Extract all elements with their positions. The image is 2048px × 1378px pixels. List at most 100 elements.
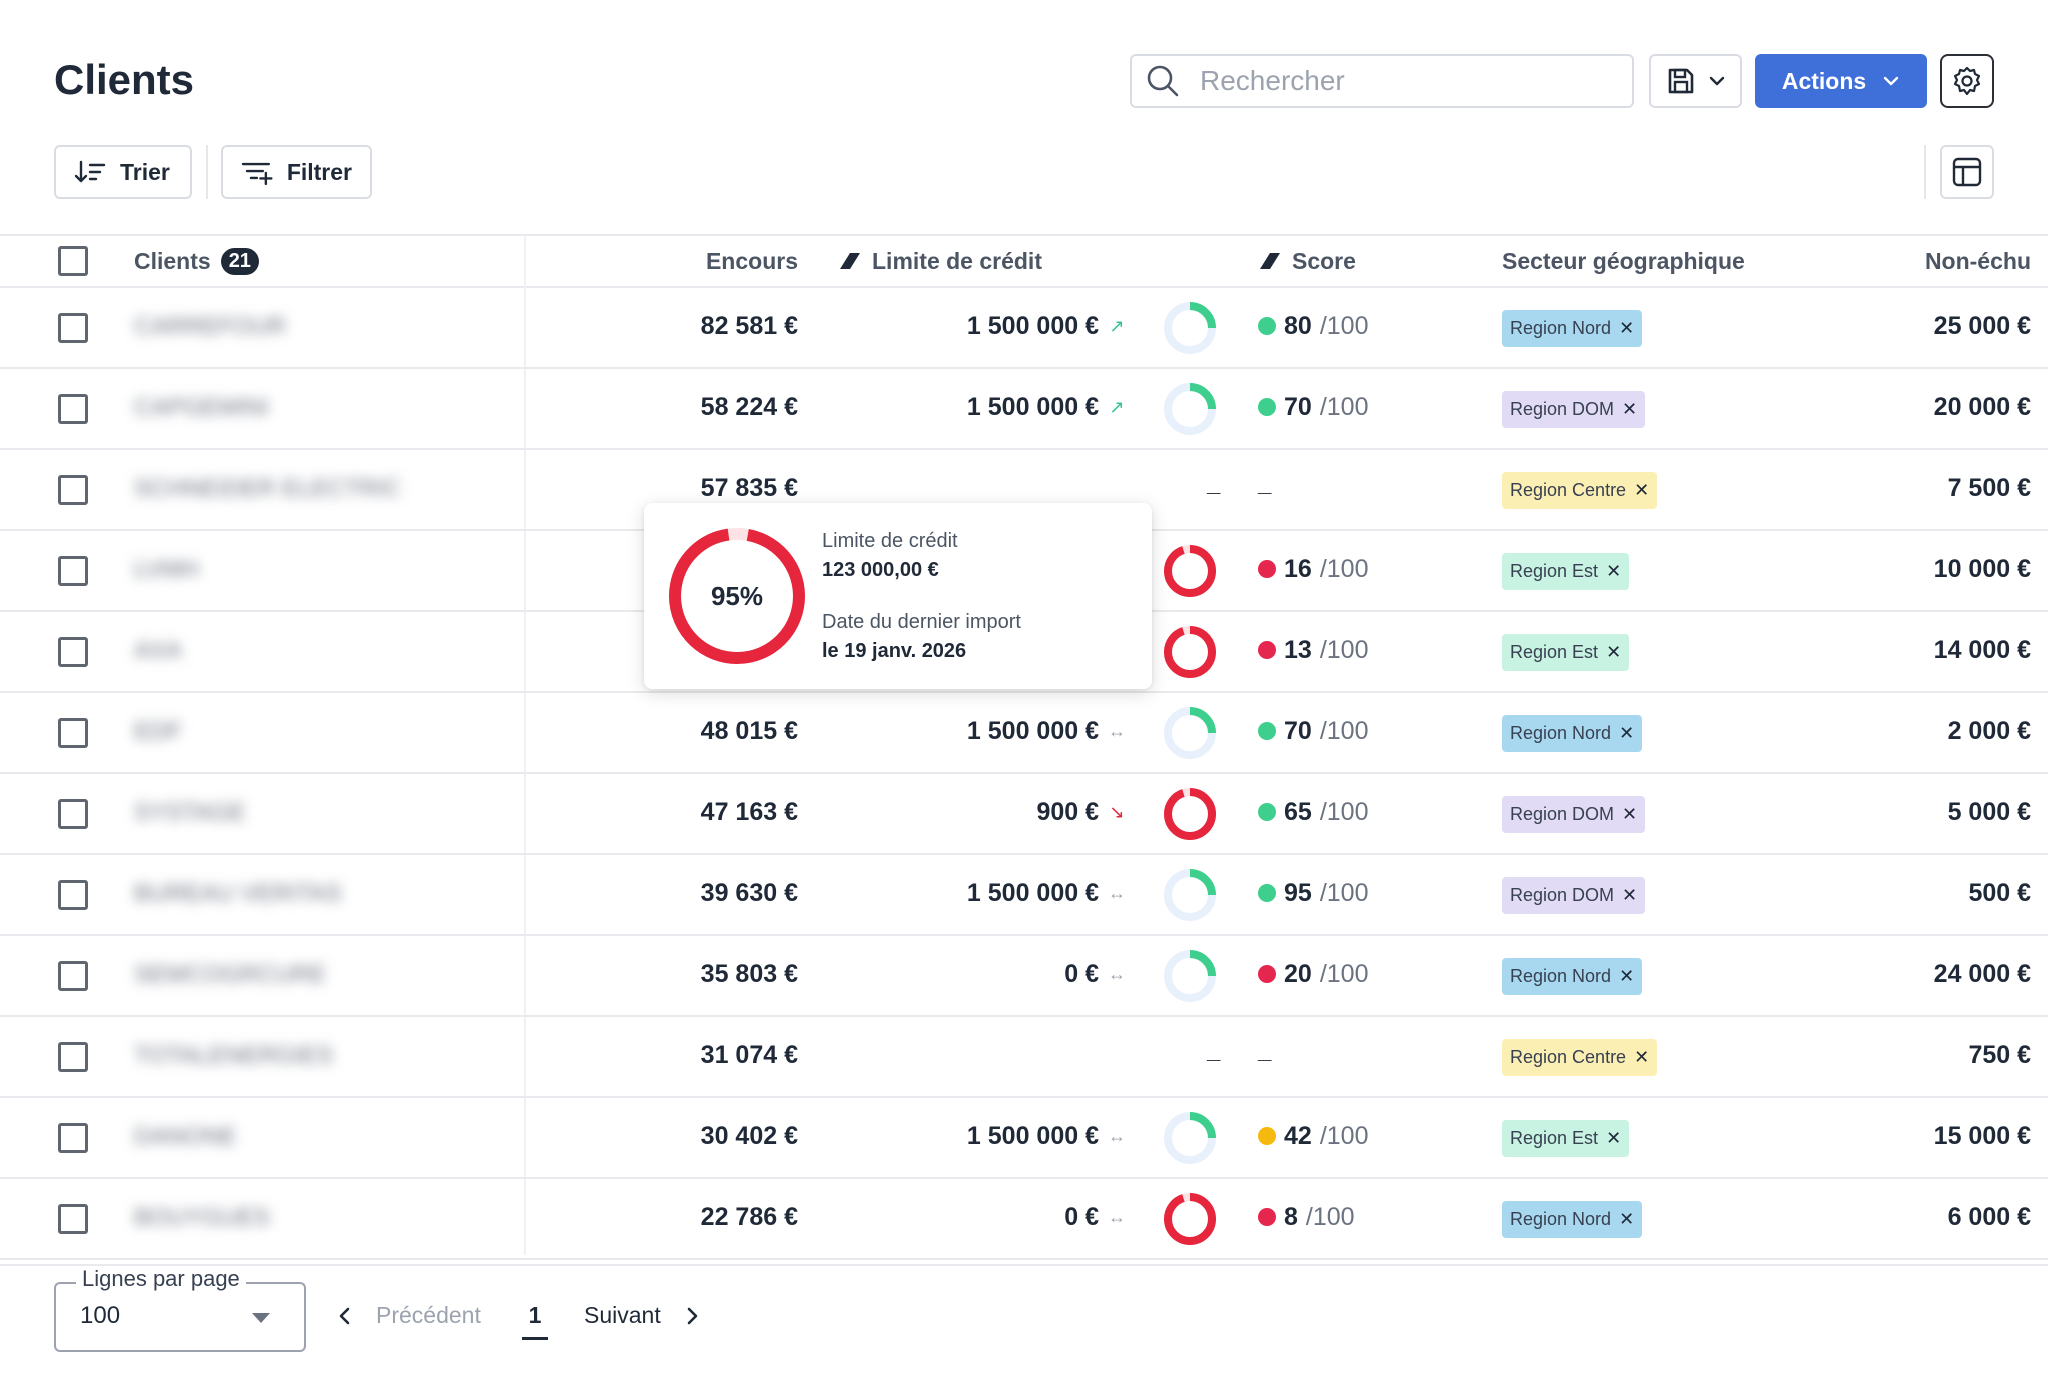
search-field[interactable] bbox=[1130, 54, 1634, 108]
credit-usage-donut[interactable] bbox=[1162, 624, 1218, 680]
columns-button[interactable] bbox=[1940, 145, 1994, 199]
region-tag[interactable]: Region DOM ✕ bbox=[1502, 795, 1646, 833]
credit-limit-value[interactable]: 0 € ↔ bbox=[1064, 960, 1127, 989]
credit-usage-donut[interactable] bbox=[1162, 300, 1218, 356]
client-name[interactable]: SCHNEIDER ELECTRIC bbox=[134, 474, 401, 502]
client-name[interactable]: LVMH bbox=[134, 555, 199, 583]
column-header-encours[interactable]: Encours bbox=[706, 246, 798, 276]
row-checkbox[interactable] bbox=[58, 1122, 88, 1153]
client-name[interactable]: BOUYGUES bbox=[134, 1203, 271, 1231]
region-tag[interactable]: Region Est ✕ bbox=[1502, 1119, 1630, 1157]
current-page[interactable]: 1 bbox=[522, 1302, 548, 1340]
previous-page-button[interactable]: Précédent bbox=[336, 1302, 481, 1329]
region-tag[interactable]: Region Centre ✕ bbox=[1502, 1038, 1658, 1076]
region-tag[interactable]: Region Centre ✕ bbox=[1502, 471, 1658, 509]
credit-usage-donut[interactable] bbox=[1162, 705, 1218, 761]
credit-usage-donut[interactable] bbox=[1162, 1191, 1218, 1247]
table-row[interactable]: SEMCOGRCURE 35 803 € 0 € ↔ 20/100 Region Nord… bbox=[0, 935, 2048, 1017]
region-tag[interactable]: Region Est ✕ bbox=[1502, 633, 1630, 671]
score-status-dot bbox=[1258, 398, 1276, 416]
row-checkbox[interactable] bbox=[58, 636, 88, 667]
remove-tag-icon[interactable]: ✕ bbox=[1619, 722, 1635, 743]
encours-value: 57 835 € bbox=[700, 473, 798, 502]
row-checkbox[interactable] bbox=[58, 555, 88, 586]
credit-limit-amount: 1 500 000 € bbox=[966, 1121, 1099, 1150]
column-header-score[interactable]: Score bbox=[1258, 246, 1356, 276]
client-name[interactable]: SYSTAGE bbox=[134, 798, 246, 826]
table-row[interactable]: DANONE 30 402 € 1 500 000 € ↔ 42/100 Region E… bbox=[0, 1097, 2048, 1179]
table-row[interactable]: TOTALENERGIES 31 074 € _ _ Region Centre ✕ 750… bbox=[0, 1016, 2048, 1098]
client-name[interactable]: CARREFOUR bbox=[134, 312, 287, 340]
client-name[interactable]: BUREAU VERITAS bbox=[134, 879, 342, 907]
table-row[interactable]: BOUYGUES 22 786 € 0 € ↔ 8/100 Region Nord ✕ 6 0… bbox=[0, 1178, 2048, 1260]
row-checkbox[interactable] bbox=[58, 960, 88, 991]
table-row[interactable]: AXA 13/100 Region Est ✕ 14 000 € bbox=[0, 611, 2048, 693]
remove-tag-icon[interactable]: ✕ bbox=[1606, 1127, 1622, 1148]
row-checkbox[interactable] bbox=[58, 312, 88, 343]
actions-button[interactable]: Actions bbox=[1755, 54, 1927, 108]
credit-limit-value[interactable]: 900 € ↘ bbox=[1036, 798, 1127, 827]
credit-usage-donut[interactable] bbox=[1162, 381, 1218, 437]
region-tag[interactable]: Region Nord ✕ bbox=[1502, 957, 1643, 995]
credit-usage-donut[interactable] bbox=[1162, 786, 1218, 842]
column-header-nonechu[interactable]: Non-échu bbox=[1925, 246, 2031, 276]
filter-button[interactable]: Filtrer bbox=[221, 145, 372, 199]
sort-button[interactable]: Trier bbox=[54, 145, 192, 199]
client-name[interactable]: SEMCOGRCURE bbox=[134, 960, 327, 988]
credit-usage-donut[interactable] bbox=[1162, 543, 1218, 599]
row-checkbox[interactable] bbox=[58, 393, 88, 424]
region-tag[interactable]: Region Nord ✕ bbox=[1502, 714, 1643, 752]
credit-limit-value[interactable]: 1 500 000 € ↗ bbox=[967, 312, 1127, 341]
credit-limit-value[interactable]: 0 € ↔ bbox=[1064, 1203, 1127, 1232]
credit-limit-value[interactable]: 1 500 000 € ↗ bbox=[967, 393, 1127, 422]
remove-tag-icon[interactable]: ✕ bbox=[1622, 398, 1638, 419]
client-name[interactable]: CAPGEMINI bbox=[134, 393, 269, 421]
table-row[interactable]: SYSTAGE 47 163 € 900 € ↘ 65/100 Region DOM ✕ 5 … bbox=[0, 773, 2048, 855]
search-input[interactable] bbox=[1200, 65, 1620, 97]
credit-usage-donut[interactable] bbox=[1162, 1110, 1218, 1166]
credit-usage-donut[interactable] bbox=[1162, 948, 1218, 1004]
credit-limit-value[interactable]: 1 500 000 € ↔ bbox=[967, 879, 1127, 908]
remove-tag-icon[interactable]: ✕ bbox=[1622, 884, 1638, 905]
table-row[interactable]: CARREFOUR 82 581 € 1 500 000 € ↗ 80/100 Regio… bbox=[0, 287, 2048, 369]
region-tag[interactable]: Region Est ✕ bbox=[1502, 552, 1630, 590]
column-header-clients[interactable]: Clients 21 bbox=[134, 246, 259, 276]
row-checkbox[interactable] bbox=[58, 717, 88, 748]
client-name[interactable]: DANONE bbox=[134, 1122, 237, 1150]
table-row[interactable]: CAPGEMINI 58 224 € 1 500 000 € ↗ 70/100 Regio… bbox=[0, 368, 2048, 450]
row-checkbox[interactable] bbox=[58, 1203, 88, 1234]
row-checkbox[interactable] bbox=[58, 798, 88, 829]
column-header-score-label: Score bbox=[1292, 247, 1356, 274]
remove-tag-icon[interactable]: ✕ bbox=[1606, 641, 1622, 662]
client-name[interactable]: TOTALENERGIES bbox=[134, 1041, 334, 1069]
region-tag[interactable]: Region DOM ✕ bbox=[1502, 876, 1646, 914]
table-row[interactable]: BUREAU VERITAS 39 630 € 1 500 000 € ↔ 95/100… bbox=[0, 854, 2048, 936]
remove-tag-icon[interactable]: ✕ bbox=[1606, 560, 1622, 581]
remove-tag-icon[interactable]: ✕ bbox=[1634, 479, 1650, 500]
remove-tag-icon[interactable]: ✕ bbox=[1619, 965, 1635, 986]
row-checkbox[interactable] bbox=[58, 474, 88, 505]
row-checkbox[interactable] bbox=[58, 1041, 88, 1072]
column-header-secteur[interactable]: Secteur géographique bbox=[1502, 246, 1745, 276]
credit-usage-donut[interactable] bbox=[1162, 867, 1218, 923]
remove-tag-icon[interactable]: ✕ bbox=[1634, 1046, 1650, 1067]
credit-limit-value[interactable]: 1 500 000 € ↔ bbox=[967, 717, 1127, 746]
settings-button[interactable] bbox=[1940, 54, 1994, 108]
row-checkbox[interactable] bbox=[58, 879, 88, 910]
table-row[interactable]: EDF 48 015 € 1 500 000 € ↔ 70/100 Region Nord… bbox=[0, 692, 2048, 774]
client-name[interactable]: AXA bbox=[134, 636, 183, 664]
nonechu-value: 500 € bbox=[1968, 878, 2031, 907]
next-page-button[interactable]: Suivant bbox=[584, 1302, 701, 1329]
remove-tag-icon[interactable]: ✕ bbox=[1622, 803, 1638, 824]
column-header-limite[interactable]: Limite de crédit bbox=[838, 246, 1042, 276]
remove-tag-icon[interactable]: ✕ bbox=[1619, 317, 1635, 338]
credit-limit-value[interactable]: 1 500 000 € ↔ bbox=[967, 1122, 1127, 1151]
region-tag[interactable]: Region DOM ✕ bbox=[1502, 390, 1646, 428]
score-number: 80 bbox=[1284, 311, 1312, 340]
remove-tag-icon[interactable]: ✕ bbox=[1619, 1208, 1635, 1229]
region-tag[interactable]: Region Nord ✕ bbox=[1502, 309, 1643, 347]
region-tag[interactable]: Region Nord ✕ bbox=[1502, 1200, 1643, 1238]
client-name[interactable]: EDF bbox=[134, 717, 182, 745]
select-all-checkbox[interactable] bbox=[58, 246, 88, 276]
save-view-button[interactable] bbox=[1649, 54, 1742, 108]
